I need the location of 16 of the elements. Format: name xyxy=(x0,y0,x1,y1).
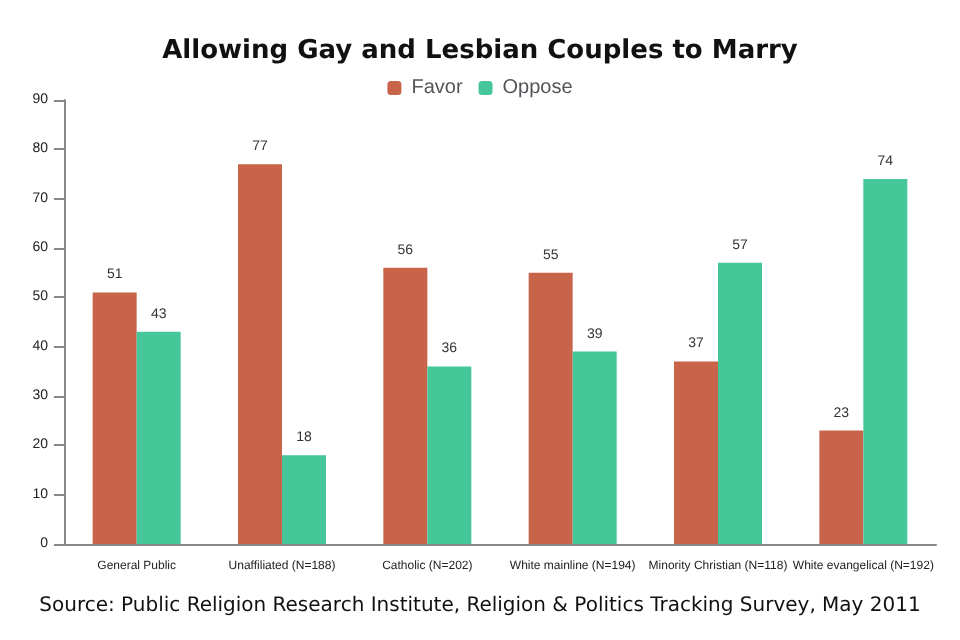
bar xyxy=(718,262,762,544)
legend-label: Favor xyxy=(411,77,464,99)
source-note: Source: Public Religion Research Institute, Religion & Politics Tracking Survey, May 2011 xyxy=(39,595,921,617)
bar xyxy=(528,272,573,544)
bar xyxy=(674,361,718,544)
legend-label: Oppose xyxy=(502,77,574,99)
bar xyxy=(383,267,428,544)
bar xyxy=(427,366,472,544)
bar xyxy=(282,455,326,544)
chart-title: Allowing Gay and Lesbian Couples to Marry xyxy=(162,36,799,66)
bar xyxy=(863,178,908,544)
bar xyxy=(238,164,282,544)
bar xyxy=(572,351,617,544)
bar xyxy=(136,331,181,544)
bar xyxy=(819,430,864,544)
bar xyxy=(92,292,137,544)
